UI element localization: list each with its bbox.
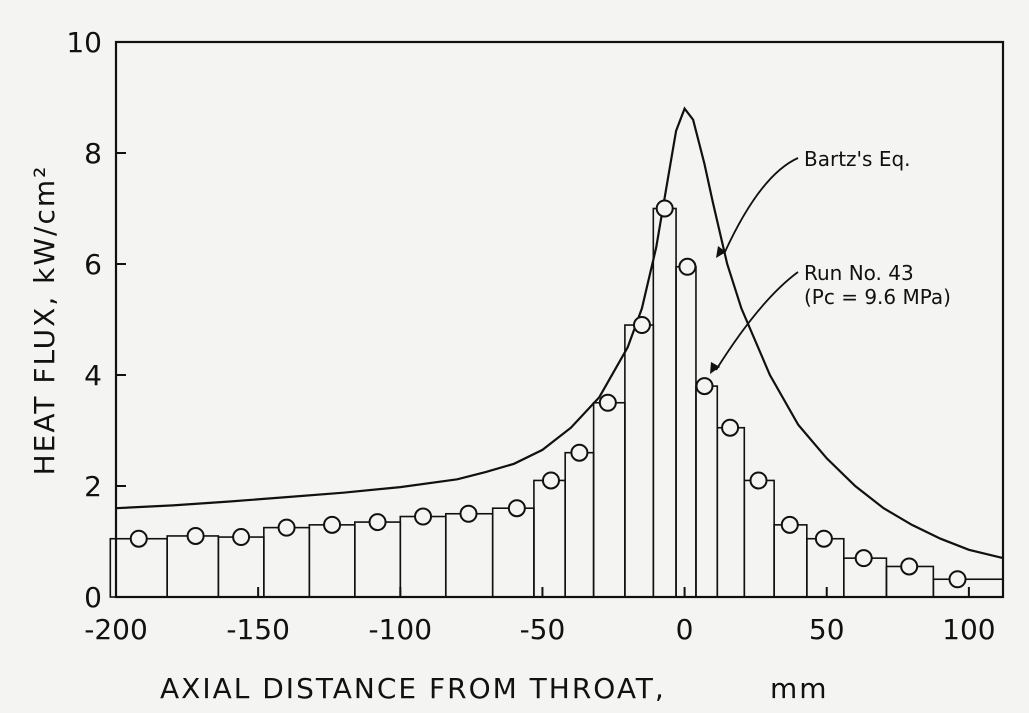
run-step-bar [932,578,1004,598]
run-marker-point [749,471,768,490]
run-step-bar [308,524,356,598]
run-step-bar [263,526,311,598]
run-marker-point [721,418,740,437]
y-tick-label: 8 [84,137,102,170]
run-step-bar [743,479,775,598]
run-marker-point [900,557,919,576]
run-step-bar [564,451,595,598]
run-marker-point [780,515,799,534]
run-step-bar [695,385,719,598]
annotation-run-condition: (Pc = 9.6 MPa) [804,285,951,309]
run-marker-point [323,515,342,534]
run-marker-point [598,393,617,412]
run-marker-point [414,507,433,526]
run-marker-point [541,471,560,490]
leader-run-arrowhead [710,362,720,374]
leader-run [715,271,799,371]
run-marker-point [277,518,296,537]
annotation-bartz-eq: Bartz's Eq. [804,147,911,171]
x-axis-label: AXIAL DISTANCE FROM THROAT, [160,672,666,705]
run-step-bar [652,207,677,598]
annotation-leaders [710,157,799,374]
run-marker-point [368,513,387,532]
y-tick-label: 2 [84,470,102,503]
y-tick-label: 4 [84,359,102,392]
series-line-bartz [115,106,1004,560]
x-tick-label: -100 [369,613,433,646]
annotation-run-no: Run No. 43 [804,261,914,285]
run-marker-point [186,526,205,545]
y-tick-label: 6 [84,248,102,281]
run-step-bar [444,512,494,598]
y-axis-ticks: 0 2 4 6 8 10 [66,26,126,614]
run-step-bar [399,515,447,598]
x-tick-label: -200 [84,613,148,646]
run-marker-point [655,199,674,218]
run-marker-point [459,504,478,523]
leader-bartz [723,157,799,255]
y-tick-label: 0 [84,581,102,614]
run-step-bar [716,426,746,598]
run-step-bar [773,524,808,598]
run-step-bar [624,324,655,598]
run-step-bar [675,265,697,598]
run-marker-point [507,499,526,518]
y-axis-label: HEAT FLUX, kW/cm² [28,165,61,476]
x-tick-label: 100 [942,613,995,646]
run-marker-point [129,529,148,548]
run-step-bar [166,535,220,598]
run-marker-point [632,316,651,335]
y-tick-label: 10 [66,26,102,59]
run-marker-point [854,549,873,568]
run-step-bar [354,521,402,598]
run-marker-point [570,443,589,462]
x-tick-label: 0 [676,613,694,646]
x-axis-ticks: -200 -150 -100 -50 0 50 100 [84,587,996,646]
run-marker-point [948,570,967,589]
run-marker-point [695,377,714,396]
run-marker-point [232,528,251,547]
x-axis-unit: mm [770,672,829,705]
run-step-bar [592,401,626,598]
leader-bartz-arrowhead [716,246,726,258]
plot-area [114,40,1005,599]
run-marker-point [814,529,833,548]
x-tick-label: -150 [226,613,290,646]
plot-frame [114,40,1005,599]
run-marker-point [678,257,697,276]
x-tick-label: 50 [809,613,845,646]
x-tick-label: -50 [520,613,566,646]
run-step-bar [533,479,566,598]
run-step-bar [491,507,535,598]
run-markers [129,199,967,589]
